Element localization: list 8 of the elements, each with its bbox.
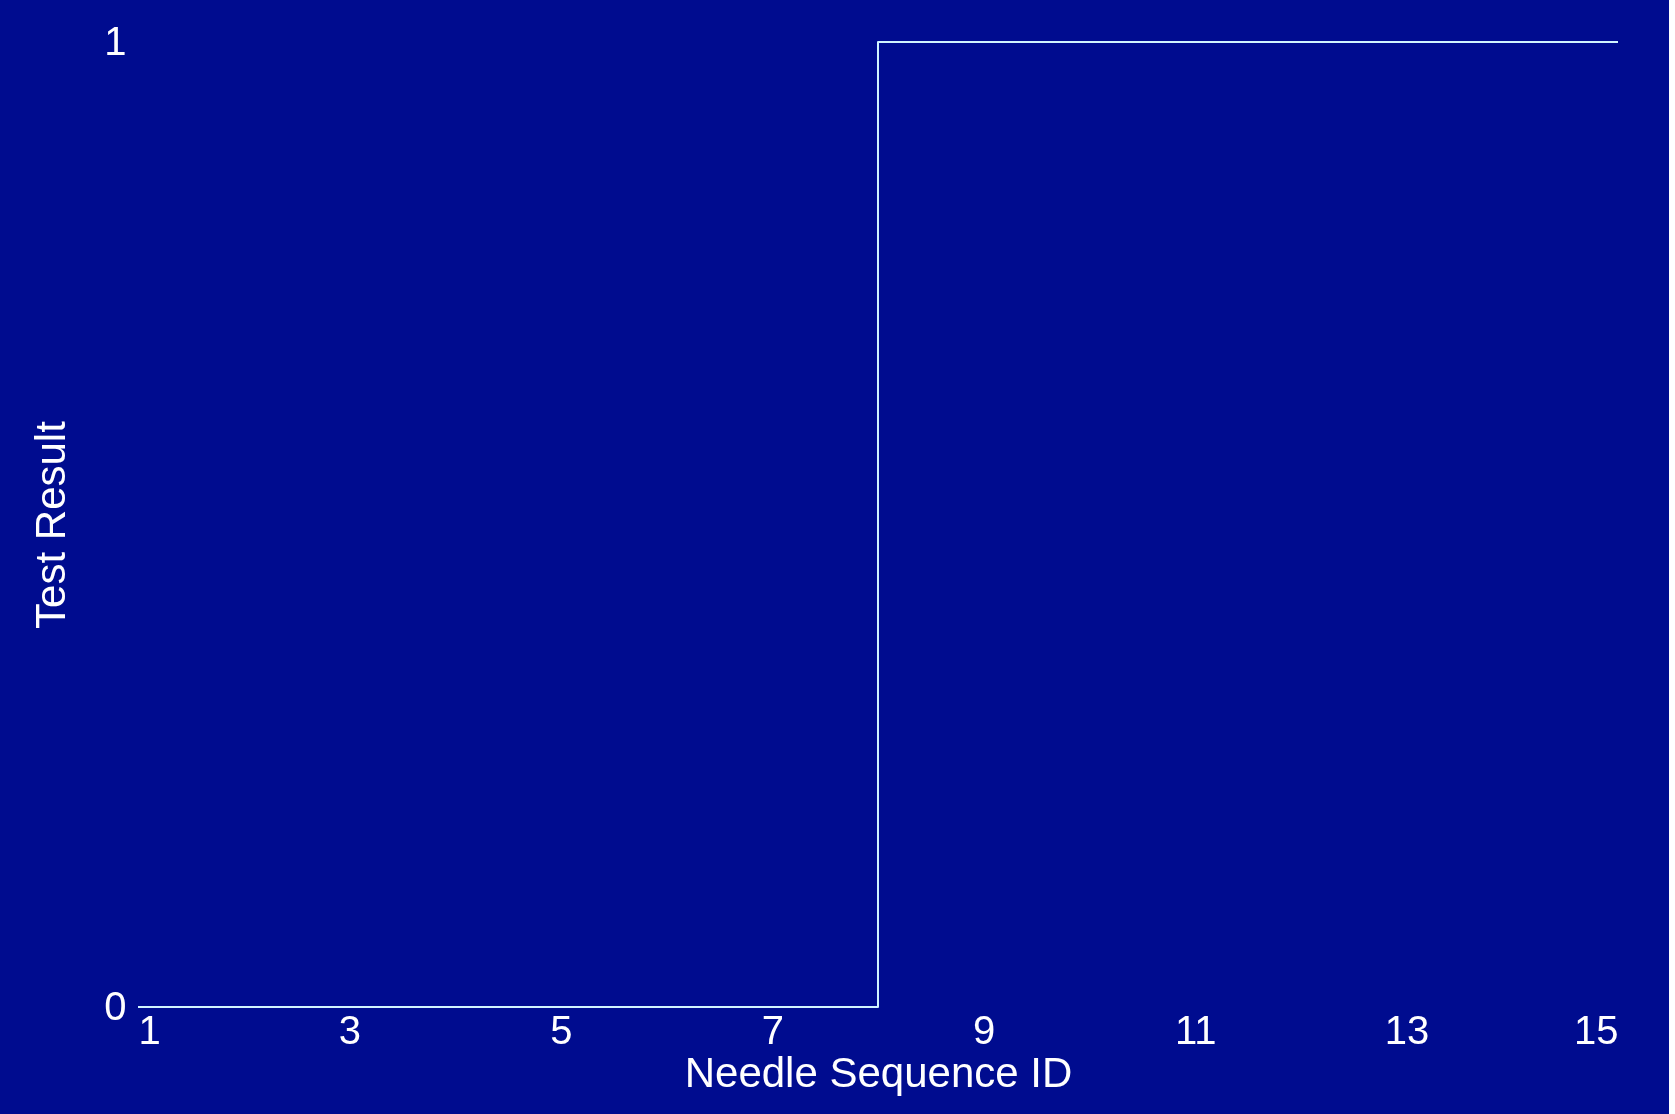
x-tick-label: 11 xyxy=(1174,1007,1217,1052)
x-tick-label: 3 xyxy=(338,1007,362,1052)
y-tick-label: 0 xyxy=(104,983,127,1028)
x-tick-label: 1 xyxy=(138,1007,161,1052)
x-tick-label: 5 xyxy=(550,1007,573,1052)
x-tick-label: 15 xyxy=(1574,1007,1619,1052)
y-axis-title: Test Result xyxy=(27,420,75,629)
x-tick-label: 13 xyxy=(1384,1007,1430,1052)
